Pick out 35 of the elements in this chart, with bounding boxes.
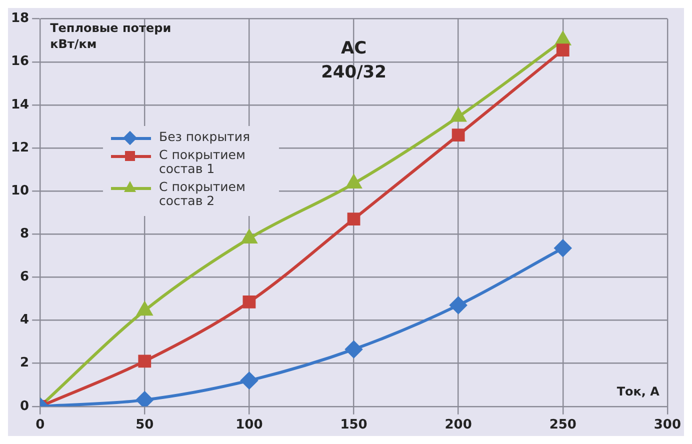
y-tick-label: 8 [20,226,30,242]
text: АС 240/32 [321,38,386,83]
legend-label: Без покрытия [159,129,251,144]
x-tick-label: 100 [236,418,263,433]
y-tick-label: 2 [20,356,30,371]
point [452,128,465,142]
y-tick-label: 10 [10,183,30,198]
y-tick-label: 18 [10,11,30,26]
point [556,44,570,56]
x-tick-label: 150 [340,418,368,433]
x-tick-label: 300 [654,418,681,433]
legend-label: С покрытием состав 1 [159,147,246,176]
x-tick-label: 250 [549,418,576,433]
point [346,175,362,189]
point [345,340,362,358]
y-tick-label: 4 [20,312,30,328]
x-tick-label: 0 [36,418,45,433]
point [554,240,572,257]
point [450,296,467,314]
point [138,354,152,368]
point [242,296,256,308]
x-axis-title: Ток, А [616,384,660,399]
y-tick-label: 0 [20,398,30,414]
y-tick-label: 14 [10,97,30,112]
point [347,212,360,226]
y-tick-label: 12 [10,140,30,156]
point [136,391,154,406]
y-axis-title: Тепловые потери кВт/км [50,20,172,51]
x-tick-label: 50 [136,418,154,433]
legend-label: С покрытием состав 2 [159,179,246,208]
y-tick-label: 16 [10,54,30,70]
x-tick-label: 200 [444,418,472,433]
y-tick-label: 6 [20,270,30,285]
point [137,302,152,316]
point [240,372,258,390]
